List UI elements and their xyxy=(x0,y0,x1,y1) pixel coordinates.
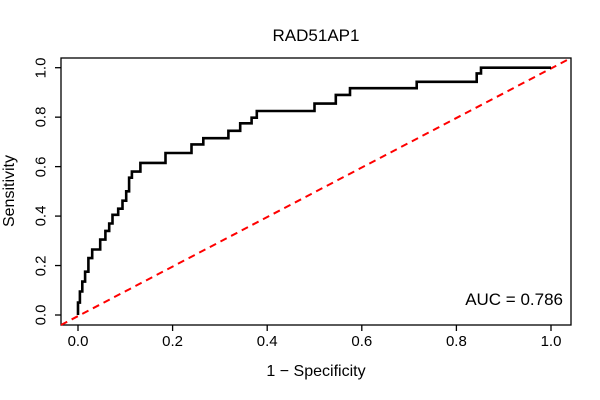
roc-curve-line xyxy=(76,66,551,315)
y-tick-label: 0.8 xyxy=(32,106,50,128)
x-tick-label: 0.8 xyxy=(445,333,467,350)
reference-diagonal-line xyxy=(60,57,572,326)
y-tick-label: 0.6 xyxy=(32,156,50,178)
auc-annotation: AUC = 0.786 xyxy=(465,290,563,309)
y-tick-label: 0.0 xyxy=(32,304,50,326)
plot-box xyxy=(60,57,572,326)
x-tick-label: 0.2 xyxy=(162,333,184,350)
plot-title: RAD51AP1 xyxy=(272,26,360,45)
y-tick-label: 1.0 xyxy=(32,57,50,79)
y-axis-label: Sensitivity xyxy=(1,154,18,228)
x-tick-label: 0.0 xyxy=(67,333,89,350)
x-tick-label: 0.6 xyxy=(351,333,373,350)
y-tick-label: 0.4 xyxy=(32,205,50,227)
x-tick-label: 1.0 xyxy=(540,333,562,350)
y-tick-label: 0.2 xyxy=(32,255,50,276)
x-axis-label: 1 − Specificity xyxy=(266,363,366,380)
x-tick-label: 0.4 xyxy=(256,333,278,350)
